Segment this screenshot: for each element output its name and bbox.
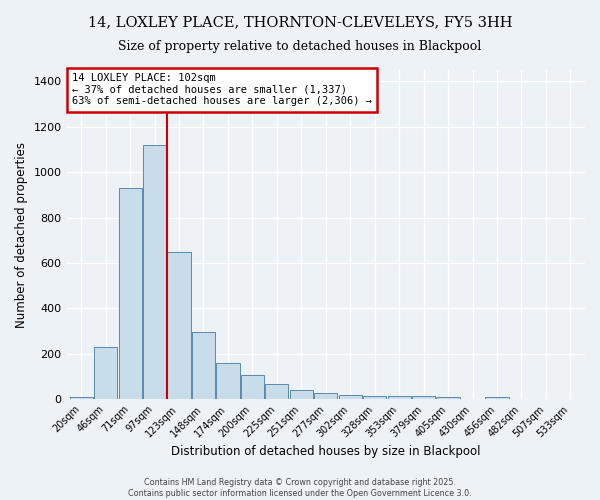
Y-axis label: Number of detached properties: Number of detached properties [15,142,28,328]
Bar [70,397,93,399]
Bar [265,384,289,399]
Bar [119,188,142,399]
Text: Size of property relative to detached houses in Blackpool: Size of property relative to detached ho… [118,40,482,53]
Bar [363,396,386,399]
Bar [192,332,215,399]
Bar [241,376,264,399]
Bar [217,363,239,399]
Text: Contains HM Land Registry data © Crown copyright and database right 2025.
Contai: Contains HM Land Registry data © Crown c… [128,478,472,498]
Bar [485,397,509,399]
Bar [290,390,313,399]
Bar [436,398,460,399]
Bar [314,394,337,399]
Text: 14 LOXLEY PLACE: 102sqm
← 37% of detached houses are smaller (1,337)
63% of semi: 14 LOXLEY PLACE: 102sqm ← 37% of detache… [72,74,372,106]
Bar [338,394,362,399]
Bar [412,396,435,399]
Bar [167,252,191,399]
Bar [388,396,411,399]
Text: 14, LOXLEY PLACE, THORNTON-CLEVELEYS, FY5 3HH: 14, LOXLEY PLACE, THORNTON-CLEVELEYS, FY… [88,15,512,29]
X-axis label: Distribution of detached houses by size in Blackpool: Distribution of detached houses by size … [171,444,481,458]
Bar [143,145,166,399]
Bar [94,347,117,399]
